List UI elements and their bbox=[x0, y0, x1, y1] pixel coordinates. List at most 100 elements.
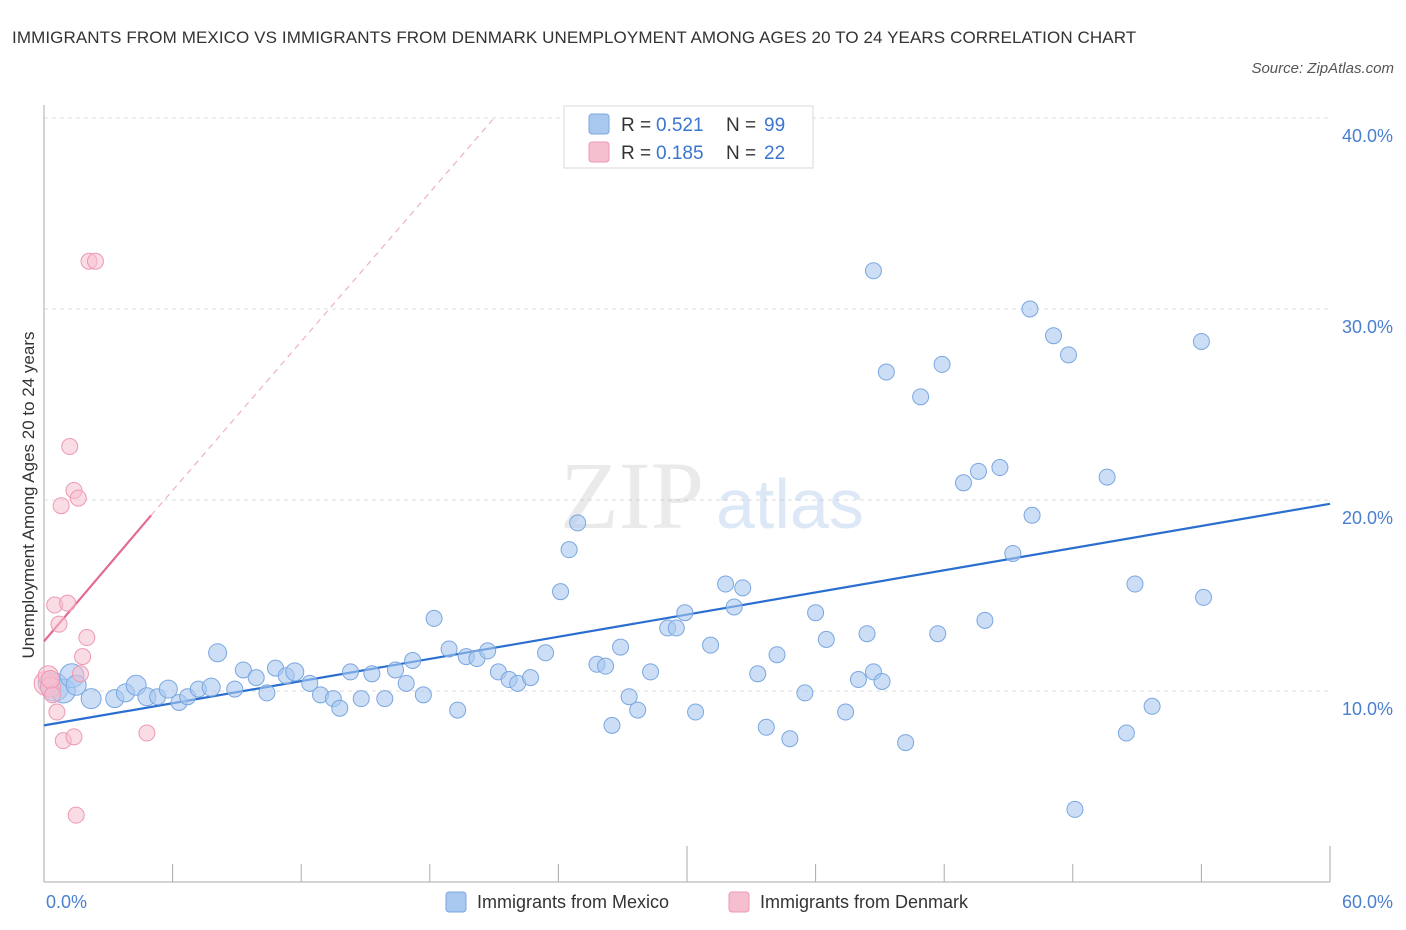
point-mexico-83 bbox=[969, 462, 987, 480]
point-mexico-35 bbox=[425, 609, 443, 627]
point-mexico-47 bbox=[560, 541, 578, 559]
point-mexico-22 bbox=[285, 662, 305, 682]
point-denmark-17 bbox=[74, 648, 92, 666]
point-mexico-86 bbox=[1004, 544, 1022, 562]
axes bbox=[43, 105, 1331, 883]
point-mexico-76 bbox=[864, 262, 882, 280]
trend-lines bbox=[43, 117, 1331, 727]
point-mexico-93 bbox=[1117, 724, 1135, 742]
point-denmark-20 bbox=[86, 252, 104, 270]
trend-line-denmark-extension bbox=[150, 117, 495, 516]
legend-n-label-mexico: N = bbox=[726, 115, 756, 136]
series-denmark-points bbox=[33, 252, 156, 824]
point-mexico-97 bbox=[1195, 588, 1213, 606]
point-mexico-32 bbox=[397, 674, 415, 692]
point-denmark-15 bbox=[69, 489, 87, 507]
point-denmark-3 bbox=[40, 670, 60, 690]
point-mexico-10 bbox=[158, 679, 178, 699]
point-mexico-4 bbox=[80, 688, 102, 710]
point-mexico-89 bbox=[1045, 327, 1063, 345]
point-mexico-82 bbox=[954, 474, 972, 492]
point-mexico-26 bbox=[331, 699, 349, 717]
legend-n-value-denmark: 22 bbox=[764, 143, 785, 164]
point-mexico-67 bbox=[781, 730, 799, 748]
point-mexico-45 bbox=[537, 644, 555, 662]
point-denmark-6 bbox=[48, 703, 66, 721]
point-mexico-16 bbox=[226, 680, 244, 698]
watermark-atlas: atlas bbox=[716, 465, 864, 543]
watermark: ZIP atlas bbox=[560, 442, 864, 549]
point-mexico-85 bbox=[991, 459, 1009, 477]
point-mexico-74 bbox=[873, 672, 891, 690]
y-tick-label-1: 20.0% bbox=[1342, 508, 1393, 528]
bottom-legend-swatch-mexico bbox=[445, 891, 467, 913]
point-mexico-59 bbox=[687, 703, 705, 721]
point-denmark-12 bbox=[65, 728, 83, 746]
point-mexico-94 bbox=[1126, 575, 1144, 593]
point-mexico-46 bbox=[552, 583, 570, 601]
point-mexico-29 bbox=[363, 665, 381, 683]
point-mexico-33 bbox=[404, 651, 422, 669]
point-mexico-87 bbox=[1021, 300, 1039, 318]
point-mexico-19 bbox=[258, 684, 276, 702]
legend-r-value-mexico: 0.521 bbox=[656, 115, 704, 136]
y-tick-label-0: 10.0% bbox=[1342, 699, 1393, 719]
point-mexico-68 bbox=[796, 684, 814, 702]
point-mexico-15 bbox=[208, 643, 228, 663]
point-mexico-90 bbox=[1060, 346, 1078, 364]
point-denmark-10 bbox=[59, 594, 77, 612]
watermark-zip: ZIP bbox=[560, 442, 704, 549]
legend-swatch-denmark bbox=[588, 141, 610, 163]
point-denmark-11 bbox=[61, 438, 79, 456]
series-mexico-points bbox=[37, 262, 1213, 818]
point-denmark-4 bbox=[44, 686, 62, 704]
point-mexico-36 bbox=[440, 640, 458, 658]
point-mexico-18 bbox=[247, 669, 265, 687]
point-mexico-66 bbox=[768, 646, 786, 664]
point-mexico-96 bbox=[1192, 332, 1210, 350]
point-mexico-81 bbox=[933, 355, 951, 373]
point-mexico-51 bbox=[603, 716, 621, 734]
point-mexico-55 bbox=[642, 663, 660, 681]
point-mexico-70 bbox=[817, 630, 835, 648]
point-mexico-28 bbox=[352, 690, 370, 708]
point-denmark-8 bbox=[52, 497, 70, 515]
point-mexico-23 bbox=[301, 674, 319, 692]
point-mexico-52 bbox=[612, 638, 630, 656]
point-mexico-37 bbox=[449, 701, 467, 719]
point-denmark-16 bbox=[71, 665, 89, 683]
point-mexico-65 bbox=[757, 718, 775, 736]
point-mexico-69 bbox=[807, 604, 825, 622]
point-mexico-40 bbox=[479, 642, 497, 660]
point-mexico-14 bbox=[201, 677, 221, 697]
point-mexico-88 bbox=[1023, 506, 1041, 524]
point-mexico-64 bbox=[749, 665, 767, 683]
point-mexico-77 bbox=[877, 363, 895, 381]
x-tick-label-1: 60.0% bbox=[1342, 892, 1393, 912]
point-mexico-95 bbox=[1143, 697, 1161, 715]
point-mexico-63 bbox=[734, 579, 752, 597]
point-mexico-17 bbox=[234, 661, 252, 679]
bottom-legend: Immigrants from Mexico Immigrants from D… bbox=[445, 891, 969, 913]
point-denmark-18 bbox=[78, 629, 96, 647]
point-mexico-78 bbox=[897, 734, 915, 752]
point-mexico-58 bbox=[676, 604, 694, 622]
point-denmark-14 bbox=[67, 806, 85, 824]
point-denmark-7 bbox=[50, 615, 68, 633]
point-mexico-60 bbox=[702, 636, 720, 654]
point-mexico-27 bbox=[341, 663, 359, 681]
legend-swatch-mexico bbox=[588, 113, 610, 135]
tick-labels: 10.0% 20.0% 30.0% 40.0% 0.0% 60.0% bbox=[46, 126, 1393, 912]
x-tick-label-0: 0.0% bbox=[46, 892, 87, 912]
point-mexico-62 bbox=[725, 598, 743, 616]
point-mexico-79 bbox=[912, 388, 930, 406]
legend-n-value-mexico: 99 bbox=[764, 115, 785, 136]
source-label: Source: ZipAtlas.com bbox=[1251, 60, 1394, 77]
point-mexico-44 bbox=[522, 669, 540, 687]
point-mexico-48 bbox=[569, 514, 587, 532]
point-mexico-31 bbox=[387, 661, 405, 679]
y-tick-label-2: 30.0% bbox=[1342, 317, 1393, 337]
point-mexico-57 bbox=[667, 619, 685, 637]
point-mexico-92 bbox=[1098, 468, 1116, 486]
